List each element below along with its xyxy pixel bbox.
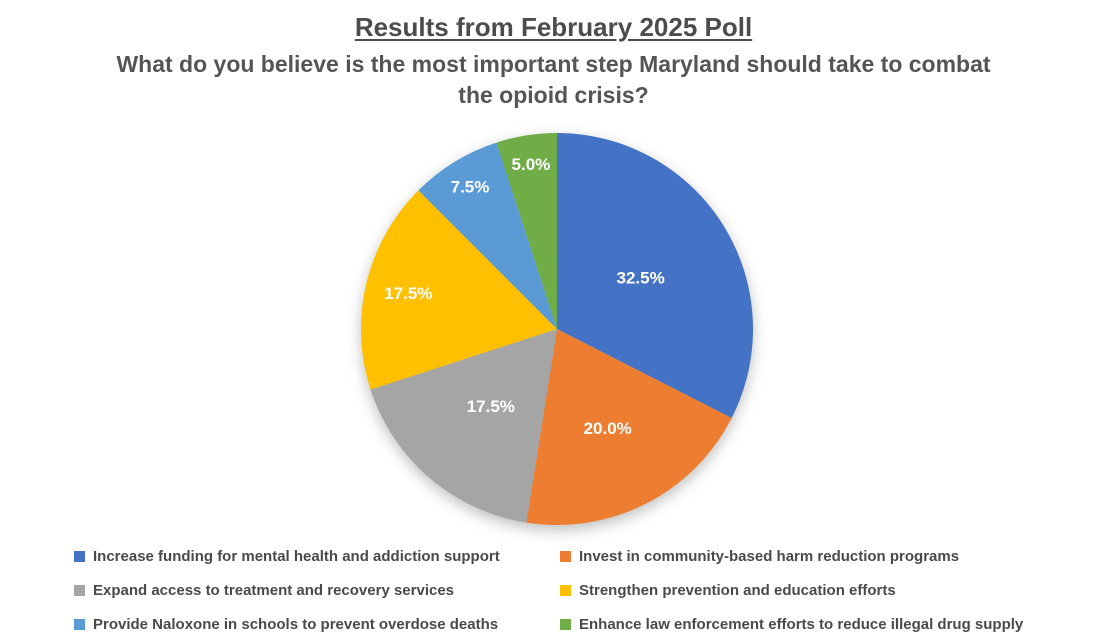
pie-slice bbox=[526, 329, 732, 526]
legend-item-label: Expand access to treatment and recovery … bbox=[93, 582, 455, 599]
pie-slice-percentage-label: 20.0% bbox=[584, 419, 632, 438]
chart-legend: Increase funding for mental health and a… bbox=[74, 546, 1069, 635]
legend-item: Increase funding for mental health and a… bbox=[74, 546, 560, 567]
pie-slice bbox=[360, 190, 557, 390]
pie-slice-percentage-label: 17.5% bbox=[384, 284, 432, 303]
pie-slice-percentage-label: 17.5% bbox=[467, 397, 515, 416]
chart-header: Results from February 2025 Poll What do … bbox=[0, 12, 1107, 111]
legend-item-label: Provide Naloxone in schools to prevent o… bbox=[93, 616, 499, 633]
pie-slice bbox=[557, 133, 754, 418]
legend-item-label: Increase funding for mental health and a… bbox=[93, 548, 500, 565]
legend-item: Expand access to treatment and recovery … bbox=[74, 580, 560, 601]
chart-subtitle: What do you believe is the most importan… bbox=[116, 51, 991, 108]
pie-slice-percentage-label: 5.0% bbox=[512, 155, 551, 174]
pie-slice-percentage-label: 7.5% bbox=[451, 178, 490, 197]
pie-slice bbox=[370, 329, 557, 523]
legend-item-label: Strengthen prevention and education effo… bbox=[579, 582, 896, 599]
pie-data-labels: 32.5% 20.0% 17.5% 17.5% 7.5% 5.0% bbox=[384, 155, 665, 438]
pie-slice bbox=[418, 142, 557, 329]
legend-item-label: Invest in community-based harm reduction… bbox=[579, 548, 960, 565]
legend-item: Provide Naloxone in schools to prevent o… bbox=[74, 614, 560, 635]
legend-marker-swatch bbox=[74, 585, 85, 596]
legend-marker-swatch bbox=[74, 551, 85, 562]
legend-item: Invest in community-based harm reduction… bbox=[560, 546, 1069, 567]
pie-chart: 32.5% 20.0% 17.5% 17.5% 7.5% 5.0% bbox=[327, 99, 787, 559]
legend-marker-swatch bbox=[560, 585, 571, 596]
pie-slices-group bbox=[360, 133, 754, 526]
legend-item: Enhance law enforcement efforts to reduc… bbox=[560, 614, 1069, 635]
legend-item: Strengthen prevention and education effo… bbox=[560, 580, 1069, 601]
pie-slice bbox=[496, 133, 557, 329]
pie-slice-percentage-label: 32.5% bbox=[616, 268, 664, 287]
legend-marker-swatch bbox=[560, 551, 571, 562]
chart-title: Results from February 2025 Poll bbox=[354, 12, 753, 42]
legend-item-label: Enhance law enforcement efforts to reduc… bbox=[579, 616, 1024, 633]
legend-marker-swatch bbox=[560, 619, 571, 630]
legend-marker-swatch bbox=[74, 619, 85, 630]
